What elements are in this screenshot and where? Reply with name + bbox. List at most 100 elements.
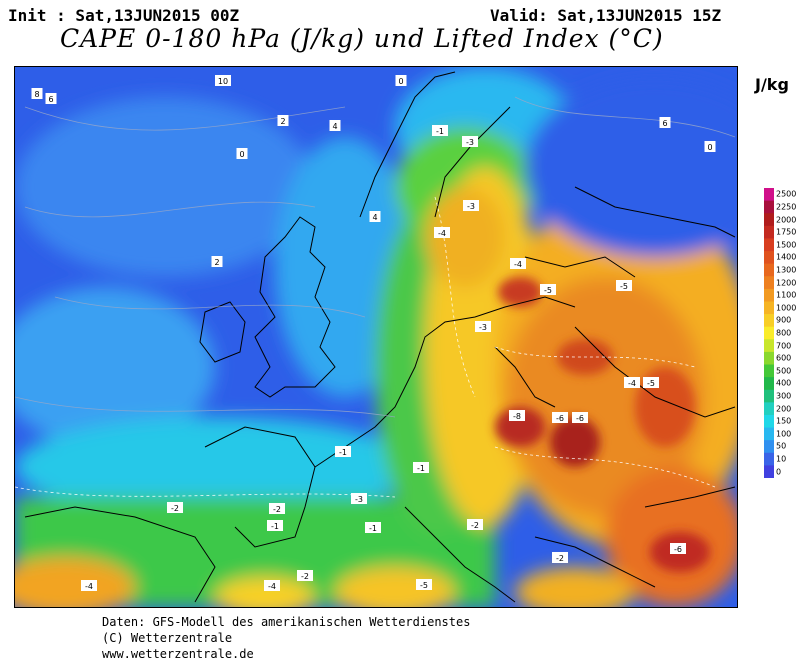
- colorbar-label: 2000: [776, 215, 797, 225]
- border-east: [574, 326, 736, 418]
- lifted-index-label-bg: [552, 412, 568, 423]
- colorbar-swatch: [764, 188, 774, 202]
- coastline-baltic: [524, 256, 636, 278]
- colorbar-unit: J/kg: [755, 75, 789, 94]
- colorbar-swatch: [764, 414, 774, 429]
- lifted-index-label-bg: [369, 211, 381, 222]
- lifted-index-label: 4: [372, 213, 377, 222]
- colorbar-label: 400: [776, 378, 792, 388]
- lifted-index-label: -8: [513, 412, 521, 421]
- colorbar-swatch: [764, 427, 774, 441]
- coastline-norway: [359, 71, 456, 218]
- border-germany-poland: [494, 346, 556, 408]
- lifted-index-label: -6: [576, 414, 584, 423]
- valid-time: Valid: Sat,13JUN2015 15Z: [490, 6, 722, 25]
- colorbar-swatch: [764, 389, 774, 403]
- colorbar-swatch: [764, 213, 774, 227]
- colorbar-label: 800: [776, 328, 792, 338]
- lifted-index-label: -4: [85, 582, 93, 591]
- colorbar-label: 2500: [776, 189, 797, 199]
- lifted-index-label-bg: [432, 125, 448, 136]
- lifted-index-label: 6: [48, 95, 53, 104]
- footer-url: www.wetterzentrale.de: [102, 647, 254, 661]
- cape-field-balkan-yellow: [515, 567, 635, 607]
- lifted-index-label: 10: [218, 77, 228, 86]
- lifted-index-label-bg: [659, 117, 671, 128]
- cape-field-west: [15, 287, 215, 447]
- lifted-index-label-bg: [167, 502, 183, 513]
- lifted-index-label: -6: [674, 545, 682, 554]
- isoline-dashed-4: [494, 446, 716, 488]
- cape-field-biscay: [15, 417, 415, 517]
- isoline-1: [24, 106, 346, 131]
- lifted-index-label-bg: [616, 280, 632, 291]
- colorbar-label: 1200: [776, 278, 797, 288]
- colorbar-swatch: [764, 288, 774, 302]
- cape-field-med-yellow: [215, 577, 315, 607]
- colorbar-swatch: [764, 377, 774, 391]
- footer-copyright: (C) Wetterzentrale: [102, 631, 233, 645]
- lifted-index-label: -2: [556, 554, 564, 563]
- colorbar-swatch: [764, 452, 774, 466]
- lifted-index-label: -2: [273, 505, 281, 514]
- lifted-index-label-bg: [267, 520, 283, 531]
- lifted-index-label: 6: [662, 119, 667, 128]
- colorbar-label: 1000: [776, 303, 797, 313]
- lifted-index-label-bg: [510, 258, 526, 269]
- lifted-index-label: -1: [436, 127, 444, 136]
- lifted-index-label: 4: [332, 122, 337, 131]
- colorbar-swatch: [764, 314, 774, 328]
- lifted-index-label-bg: [467, 519, 483, 530]
- coastline-ireland: [199, 301, 246, 363]
- lifted-index-label: -2: [301, 572, 309, 581]
- colorbar-label: 600: [776, 353, 792, 363]
- lifted-index-label-bg: [413, 462, 429, 473]
- cape-field-core-poland: [498, 277, 542, 307]
- colorbar-label: 700: [776, 341, 792, 351]
- colorbar-label: 500: [776, 366, 792, 376]
- lifted-index-label-bg: [509, 410, 525, 421]
- lifted-index-label-bg: [277, 115, 289, 126]
- cape-field-iberia-orange: [15, 557, 135, 607]
- coastline-balkan: [534, 536, 656, 588]
- lifted-index-label-bg: [215, 75, 231, 86]
- coastline-france: [204, 426, 316, 548]
- lifted-index-label-bg: [236, 148, 248, 159]
- lifted-index-label-bg: [264, 580, 280, 591]
- lifted-index-label: 0: [398, 77, 403, 86]
- cape-field-italy-yellow: [335, 567, 455, 607]
- coastline-iberia: [24, 506, 216, 603]
- lifted-index-label: -4: [628, 379, 636, 388]
- colorbar-label: 1300: [776, 265, 797, 275]
- lifted-index-label-bg: [297, 570, 313, 581]
- lifted-index-label-bg: [475, 321, 491, 332]
- lifted-index-label: -4: [514, 260, 522, 269]
- lifted-index-label-bg: [462, 136, 478, 147]
- cape-field-northeast-blue: [525, 77, 737, 257]
- colorbar-swatch: [764, 351, 774, 366]
- lifted-index-label-bg: [31, 88, 43, 99]
- lifted-index-label-bg: [704, 141, 716, 152]
- coastline-gulf: [574, 186, 736, 238]
- isoline-2: [24, 201, 316, 218]
- isoline-4: [15, 396, 396, 418]
- lifted-index-label: 8: [34, 90, 39, 99]
- lifted-index-label-bg: [365, 522, 381, 533]
- lifted-index-label-bg: [572, 412, 588, 423]
- isoline-3: [54, 296, 366, 318]
- lifted-index-label: -3: [355, 495, 363, 504]
- lifted-index-label: -5: [620, 282, 628, 291]
- init-time: Init : Sat,13JUN2015 00Z: [8, 6, 240, 25]
- lifted-index-label: -6: [556, 414, 564, 423]
- colorbar-swatch: [764, 276, 774, 290]
- lifted-index-label: -1: [271, 522, 279, 531]
- cape-map: 10 8 6 6 4 4 2 2 0 0 0 -1 -1 -1 -1 -1 -2 -2 -2 -2 -2 -3 -3 -3 -3…: [14, 66, 738, 608]
- lifted-index-label: -2: [171, 504, 179, 513]
- colorbar-label: 1100: [776, 290, 797, 300]
- colorbar-label: 150: [776, 416, 792, 426]
- lifted-index-label: -1: [369, 524, 377, 533]
- lifted-index-label: 2: [280, 117, 285, 126]
- lifted-index-label: -3: [466, 138, 474, 147]
- colorbar-swatch: [764, 238, 774, 252]
